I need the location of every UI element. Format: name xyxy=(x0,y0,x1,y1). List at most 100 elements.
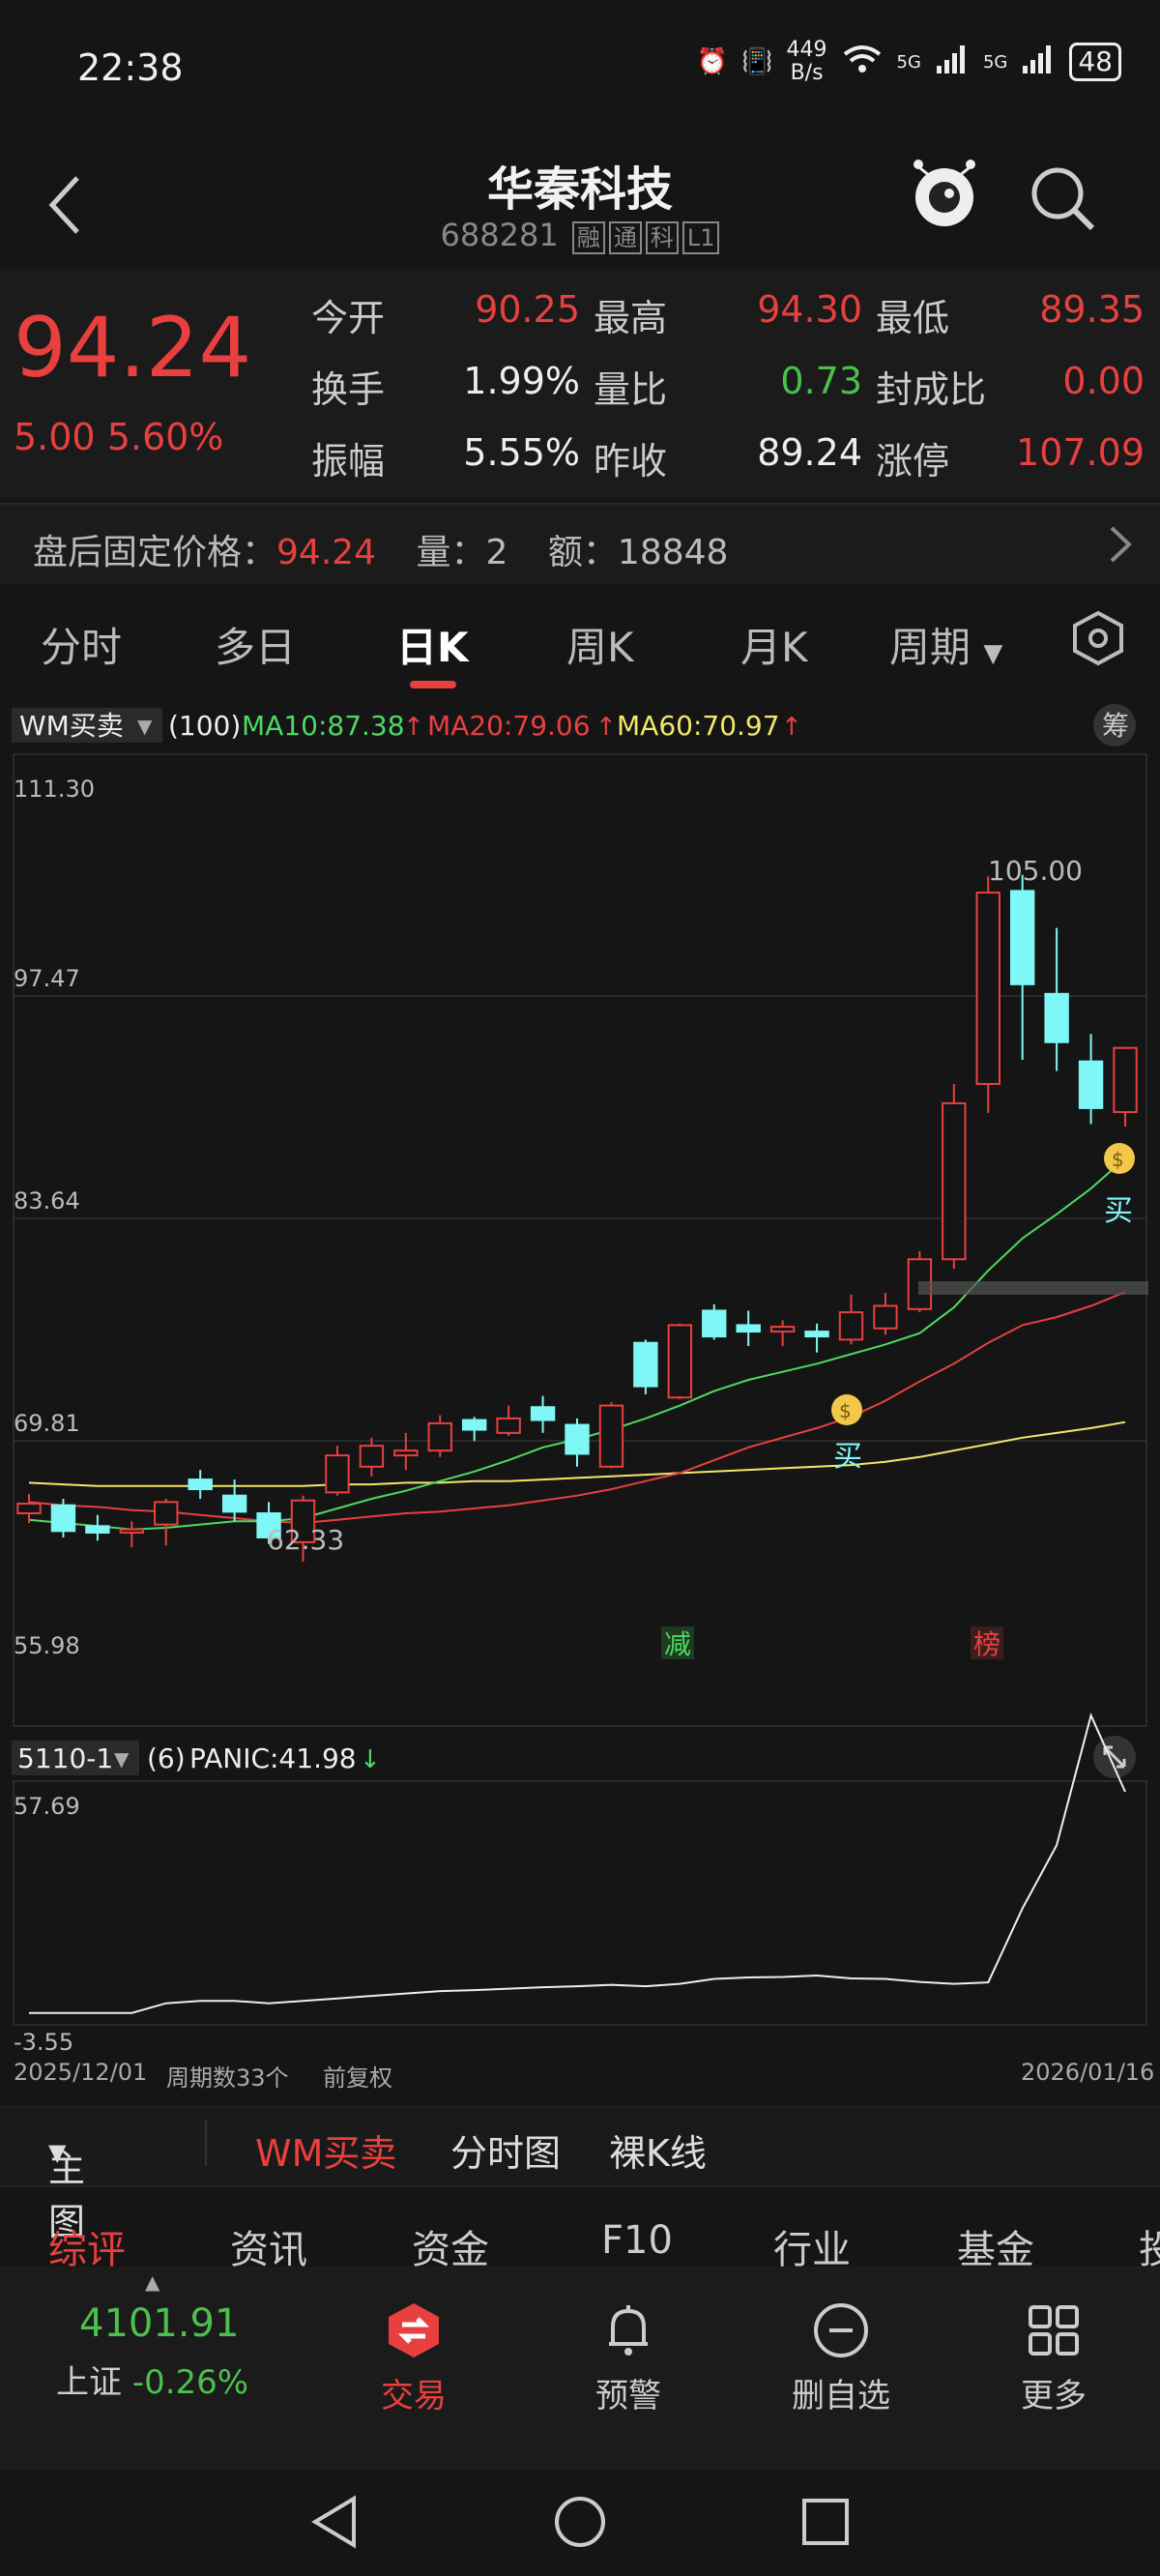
network-label-2: 5G xyxy=(982,51,1008,73)
nav-more[interactable]: 更多 xyxy=(986,2301,1121,2416)
candle xyxy=(598,1402,624,1469)
candle-body xyxy=(702,1309,727,1338)
trade-icon xyxy=(389,2303,439,2357)
index-info[interactable]: 上证 -0.26% xyxy=(56,2363,249,2402)
candle xyxy=(325,1446,350,1496)
chip-label: 筹 xyxy=(1102,710,1129,742)
circle-home-icon xyxy=(555,2497,605,2547)
candle xyxy=(50,1499,76,1537)
tab-multi-day[interactable]: 多日 xyxy=(215,624,297,671)
caret-down-icon: ▼ xyxy=(48,2139,67,2166)
adjust-mode[interactable]: 前复权 xyxy=(323,2064,392,2092)
sub-tick-top: 57.69 xyxy=(14,1793,80,1820)
section-tab-news[interactable]: 资讯 xyxy=(230,2228,307,2269)
candle xyxy=(769,1320,796,1347)
index-value[interactable]: 4101.91 xyxy=(79,2301,240,2346)
candle-body xyxy=(427,1421,452,1452)
tab-period[interactable]: 周期 ▼ xyxy=(889,624,1003,671)
open-value: 90.25 xyxy=(475,288,580,331)
y-tick-label: 97.47 xyxy=(14,965,80,992)
stock-name: 华秦科技 xyxy=(486,162,673,217)
section-tab-funds[interactable]: 资金 xyxy=(412,2228,489,2269)
low-value: 89.35 xyxy=(1039,288,1145,331)
section-tab-overview[interactable]: 综评 xyxy=(48,2228,126,2269)
candle xyxy=(1113,1046,1138,1127)
y-tick-label: 111.30 xyxy=(14,776,95,803)
section-tabs: 综评 资讯 资金 F10 行业 基金 投 xyxy=(0,2214,1160,2269)
seal-ratio-label: 封成比 xyxy=(876,368,987,411)
candle xyxy=(154,1499,179,1546)
square-recents-icon xyxy=(802,2499,849,2545)
expand-icon xyxy=(1103,1745,1126,1769)
tab-intraday[interactable]: 分时 xyxy=(41,624,123,671)
mascot-button[interactable] xyxy=(911,155,978,232)
tag-level: L1 xyxy=(682,221,720,254)
back-button[interactable] xyxy=(39,164,97,242)
system-recents-button[interactable] xyxy=(798,2495,853,2553)
section-tab-f10[interactable]: F10 xyxy=(601,2218,673,2263)
indicator-tabs: 主图 ▼ WM买卖 分时图 裸K线 xyxy=(0,2106,1160,2243)
search-button[interactable] xyxy=(1025,161,1102,238)
event-tag-list xyxy=(971,1626,1003,1659)
after-hours-row[interactable]: 盘后固定价格：94.24 量：2 额：18848 xyxy=(0,503,1160,584)
caret-down-icon: ▼ xyxy=(983,639,1003,668)
candle-body xyxy=(461,1419,487,1431)
tab-daily-k[interactable]: 日K xyxy=(396,624,469,671)
candle-body xyxy=(736,1324,761,1333)
indicator-tab-wm[interactable]: WM买卖 xyxy=(255,2132,397,2175)
wifi-icon xyxy=(841,43,884,82)
divider xyxy=(205,2120,207,2166)
candle-body xyxy=(565,1423,590,1455)
caret-down-icon: ▼ xyxy=(137,715,153,738)
ma60-label: MA60:70.97 xyxy=(617,710,780,742)
nav-trade[interactable]: 交易 xyxy=(346,2301,481,2416)
candle xyxy=(633,1339,658,1394)
event-tag-reduce xyxy=(661,1626,694,1659)
low-label: 最低 xyxy=(876,297,950,339)
volume-ratio-value: 0.73 xyxy=(780,360,862,402)
max-price-label: 105.00 xyxy=(988,855,1083,887)
candle-body xyxy=(16,1503,42,1515)
section-tab-industry[interactable]: 行业 xyxy=(773,2228,851,2269)
candle xyxy=(221,1479,247,1522)
indicator-tab-naked-k[interactable]: 裸K线 xyxy=(609,2132,707,2175)
caret-up-icon: ▲ xyxy=(145,2270,160,2294)
section-tab-more[interactable]: 投 xyxy=(1139,2228,1160,2269)
candle xyxy=(359,1437,385,1477)
vibrate-icon: 📳 xyxy=(741,47,773,76)
candle-body xyxy=(633,1341,658,1388)
system-back-button[interactable] xyxy=(307,2493,362,2555)
candle-body xyxy=(598,1404,624,1468)
tag-connect: 通 xyxy=(608,221,642,254)
ma60-arrow: ↑ xyxy=(781,713,802,742)
section-tab-fund[interactable]: 基金 xyxy=(957,2228,1034,2269)
sub-indicator-selector xyxy=(12,1741,139,1775)
candle-body xyxy=(942,1101,967,1261)
candle xyxy=(1078,1034,1104,1125)
nav-remove-watchlist[interactable]: 删自选 xyxy=(773,2301,909,2416)
clock: 22:38 xyxy=(77,46,184,89)
candle-body xyxy=(530,1406,556,1421)
candle-body xyxy=(221,1494,247,1513)
nav-alert[interactable]: 预警 xyxy=(561,2301,696,2416)
chart-footer: 2025/12/01 周期数33个 前复权 2026/01/16 xyxy=(0,2055,1160,2093)
period-count: 周期数33个 xyxy=(166,2064,289,2092)
settings-hex-icon[interactable] xyxy=(1071,609,1125,671)
kline-chart[interactable]: WM买卖 ▼ (100) MA10:87.38 ↑ MA20:79.06 ↑ M… xyxy=(0,696,1160,2055)
tab-weekly-k[interactable]: 周K xyxy=(566,624,634,671)
system-home-button[interactable] xyxy=(551,2493,609,2555)
candle xyxy=(873,1293,898,1335)
open-label: 今开 xyxy=(311,297,386,339)
candle-body xyxy=(975,892,1000,1085)
candle-body xyxy=(838,1311,864,1341)
quote-panel: 94.24 5.00 5.60% 今开 90.25 最高 94.30 最低 89… xyxy=(0,271,1160,498)
candle xyxy=(461,1417,487,1442)
ma20-label: MA20:79.06 xyxy=(427,710,591,742)
indicator-tab-intraday[interactable]: 分时图 xyxy=(450,2132,562,2175)
tab-monthly-k[interactable]: 月K xyxy=(740,624,808,671)
high-value: 94.30 xyxy=(757,288,862,331)
amplitude-label: 振幅 xyxy=(311,440,386,483)
ma20-arrow: ↑ xyxy=(595,713,617,742)
stock-code: 688281 xyxy=(440,217,559,253)
candle xyxy=(1044,927,1069,1071)
